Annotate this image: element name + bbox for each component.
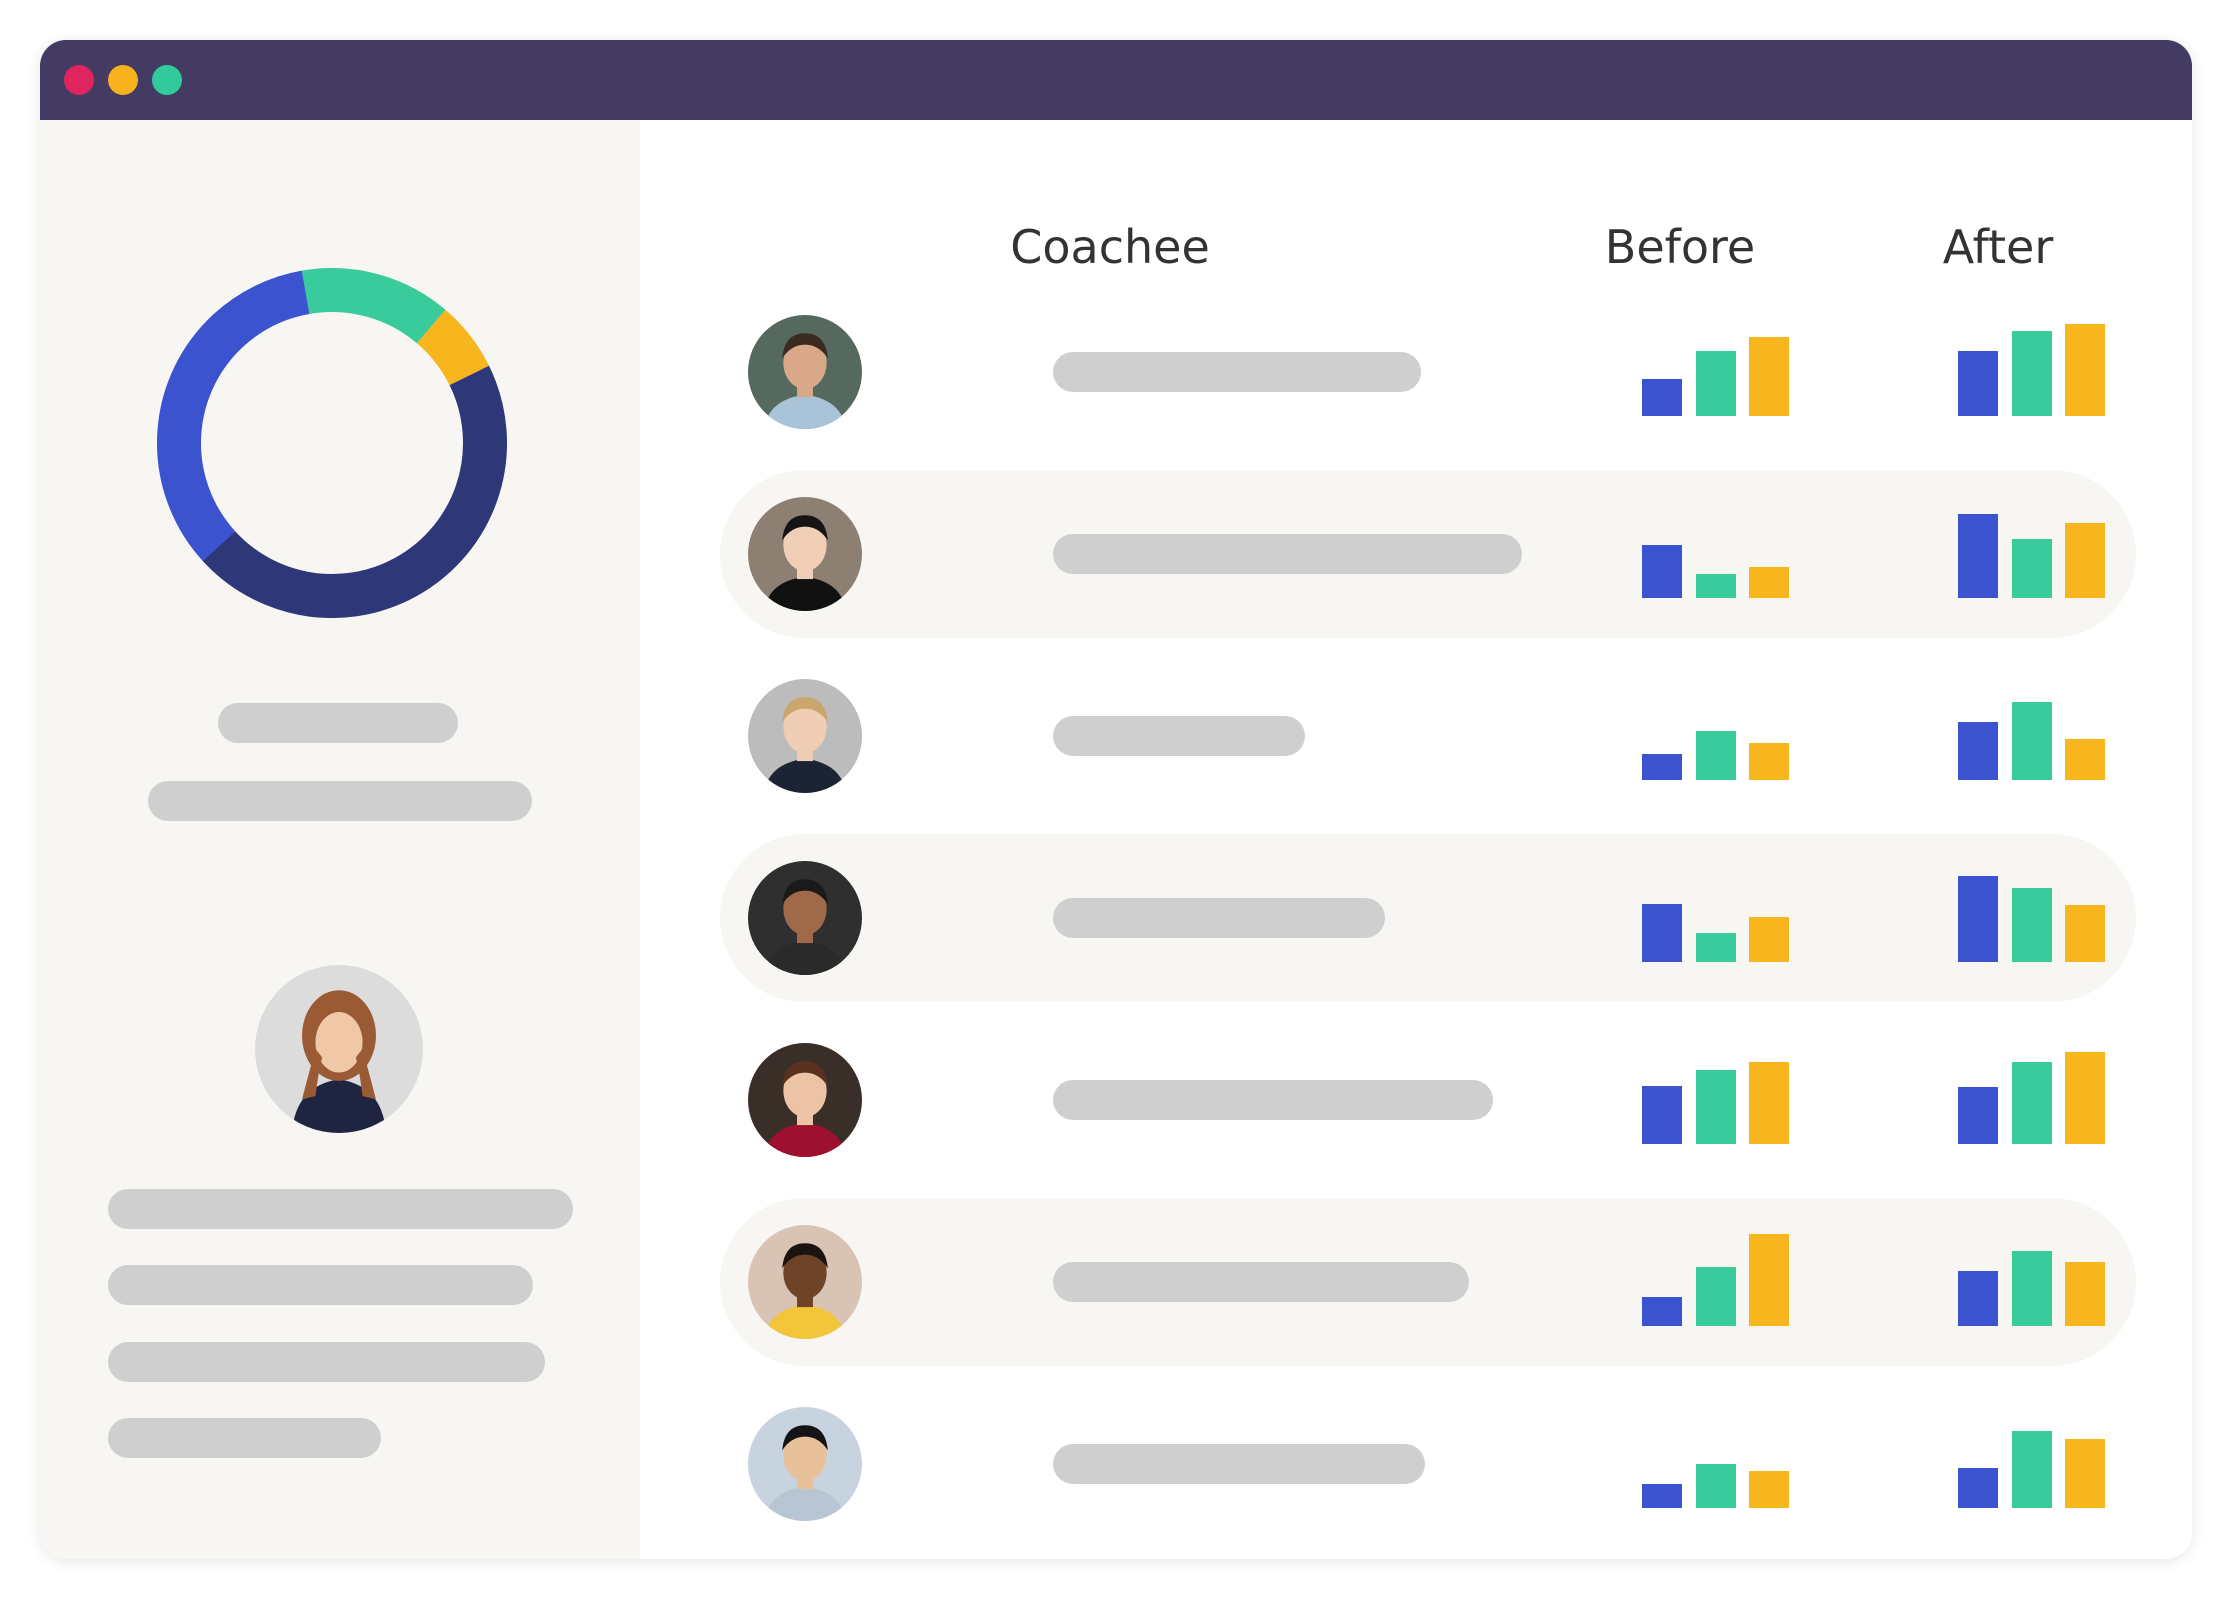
after-bar-green [2012, 1431, 2052, 1508]
coachee-avatar [748, 315, 862, 429]
coachee-name-placeholder [1053, 534, 1522, 574]
coach-info-line-1 [108, 1189, 573, 1229]
donut-chart [157, 268, 507, 618]
coachee-name-placeholder [1053, 1080, 1493, 1120]
coachee-name-placeholder [1053, 1262, 1469, 1302]
before-bar-blue [1642, 1484, 1682, 1508]
before-bar-blue [1642, 1297, 1682, 1326]
after-bar-yellow [2065, 1439, 2105, 1508]
summary-title-placeholder [218, 703, 458, 743]
before-bar-blue [1642, 545, 1682, 598]
coachee-name-placeholder [1053, 716, 1305, 756]
after-bar-blue [1958, 351, 1998, 416]
after-bar-green [2012, 331, 2052, 416]
coachee-avatar [748, 1043, 862, 1157]
coach-info-line-2 [108, 1265, 533, 1305]
before-bar-green [1696, 731, 1736, 780]
coach-info-line-4 [108, 1418, 381, 1458]
before-bar-green [1696, 933, 1736, 962]
after-bar-green [2012, 1251, 2052, 1326]
before-bar-blue [1642, 754, 1682, 780]
before-bar-green [1696, 574, 1736, 598]
before-bar-yellow [1749, 743, 1789, 780]
coachee-avatar [748, 861, 862, 975]
after-bar-yellow [2065, 523, 2105, 598]
coachee-table: Coachee Before After [640, 120, 2192, 1559]
close-window-button[interactable] [64, 65, 94, 95]
after-bar-green [2012, 702, 2052, 780]
after-bar-yellow [2065, 1052, 2105, 1144]
table-row-highlight [720, 834, 2136, 1002]
donut-segment-yellow [157, 268, 507, 618]
coachee-name-placeholder [1053, 352, 1421, 392]
after-bar-blue [1958, 1271, 1998, 1326]
coach-info-line-3 [108, 1342, 545, 1382]
after-bar-green [2012, 1062, 2052, 1144]
coachee-avatar [748, 1225, 862, 1339]
after-bar-blue [1958, 1468, 1998, 1508]
after-bar-yellow [2065, 905, 2105, 962]
after-bar-blue [1958, 514, 1998, 598]
app-window: Coachee Before After [40, 40, 2192, 1559]
summary-subtitle-placeholder [148, 781, 532, 821]
coachee-avatar [748, 497, 862, 611]
before-bar-green [1696, 1070, 1736, 1144]
column-header-coachee: Coachee [1010, 220, 1210, 274]
after-bar-blue [1958, 722, 1998, 780]
after-bar-yellow [2065, 739, 2105, 780]
after-bar-yellow [2065, 324, 2105, 416]
column-header-before: Before [1604, 220, 1756, 274]
coach-avatar [255, 965, 423, 1133]
before-bar-blue [1642, 379, 1682, 416]
before-bar-blue [1642, 904, 1682, 962]
maximize-window-button[interactable] [152, 65, 182, 95]
coachee-avatar [748, 1407, 862, 1521]
coachee-name-placeholder [1053, 1444, 1425, 1484]
before-bar-green [1696, 351, 1736, 416]
before-bar-yellow [1749, 917, 1789, 962]
after-bar-blue [1958, 1087, 1998, 1144]
before-bar-blue [1642, 1086, 1682, 1144]
after-bar-blue [1958, 876, 1998, 962]
before-bar-green [1696, 1267, 1736, 1326]
coachee-avatar [748, 679, 862, 793]
donut-segment-navy [157, 268, 507, 618]
after-bar-yellow [2065, 1262, 2105, 1326]
column-header-after: After [1942, 220, 2054, 274]
after-bar-green [2012, 888, 2052, 962]
before-bar-green [1696, 1464, 1736, 1508]
before-bar-yellow [1749, 1062, 1789, 1144]
after-bar-green [2012, 539, 2052, 598]
before-bar-yellow [1749, 1471, 1789, 1508]
before-bar-yellow [1749, 567, 1789, 598]
before-bar-yellow [1749, 1234, 1789, 1326]
before-bar-yellow [1749, 337, 1789, 416]
coachee-name-placeholder [1053, 898, 1385, 938]
title-bar [40, 40, 2192, 120]
minimize-window-button[interactable] [108, 65, 138, 95]
sidebar [40, 120, 640, 1559]
